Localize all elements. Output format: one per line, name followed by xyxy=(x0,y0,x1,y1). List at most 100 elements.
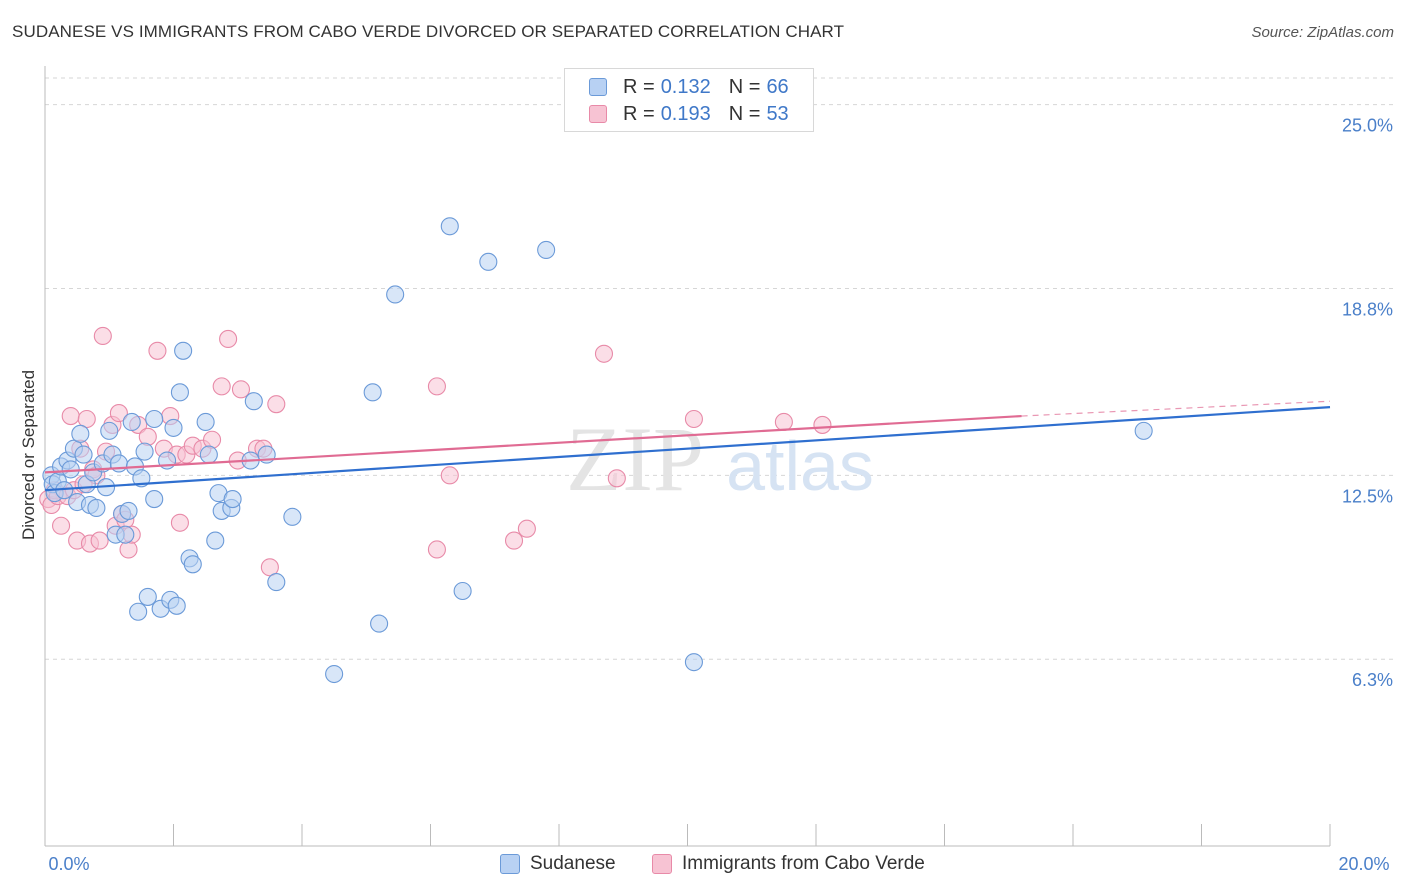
watermark-atlas: atlas xyxy=(726,427,874,505)
sudanese-point xyxy=(684,653,703,672)
sudanese-point xyxy=(1134,421,1153,440)
cabo-verde-point xyxy=(440,466,459,485)
sudanese-point xyxy=(74,445,93,464)
cabo-verde-point xyxy=(267,395,286,414)
cabo-verde-point xyxy=(774,412,793,432)
cabo-verde-point xyxy=(231,380,251,399)
sudanese-point xyxy=(135,442,154,461)
sudanese-point xyxy=(132,469,151,488)
cabo-verde-point xyxy=(517,519,536,538)
sudanese-point xyxy=(386,285,405,304)
cabo-verde-point xyxy=(219,329,238,348)
legend-swatch-pink xyxy=(589,105,607,123)
chart-title: SUDANESE VS IMMIGRANTS FROM CABO VERDE D… xyxy=(12,22,845,41)
sudanese-point xyxy=(145,490,164,509)
legend-swatch-blue xyxy=(589,78,607,96)
sudanese-point xyxy=(167,596,186,615)
watermark-zip: ZIP xyxy=(566,408,704,510)
sudanese-point xyxy=(363,383,382,402)
legend-r-value: 0.132 xyxy=(660,75,711,98)
legend-row-cabo-verde: R = 0.193 N = 53 xyxy=(589,102,789,126)
bottom-legend-swatch-blue xyxy=(500,854,520,874)
gridlines xyxy=(45,77,1395,660)
sudanese-point xyxy=(71,424,90,443)
sudanese-point xyxy=(479,252,498,271)
sudanese-point xyxy=(244,392,263,411)
cabo-verde-point xyxy=(813,415,832,434)
sudanese-point xyxy=(145,409,164,429)
watermark: ZIP atlas xyxy=(566,408,874,510)
y-tick-label: 25.0% xyxy=(1342,116,1393,136)
sudanese-point xyxy=(537,240,556,260)
cabo-verde-point xyxy=(427,540,446,559)
tick-labels: 6.3% 12.5% 18.8% 25.0% 0.0% 20.0% xyxy=(48,116,1393,874)
sudanese-point xyxy=(370,614,389,633)
cabo-verde-point xyxy=(504,531,524,550)
legend-n-value: 53 xyxy=(766,102,789,125)
sudanese-point xyxy=(267,573,286,592)
sudanese-point xyxy=(206,531,225,550)
x-tick-label: 20.0% xyxy=(1338,854,1389,874)
cabo-verde-point xyxy=(109,404,128,423)
x-tick-label: 0.0% xyxy=(48,854,89,874)
source-label: Source: ZipAtlas.com xyxy=(1251,24,1394,41)
sudanese-point xyxy=(100,421,119,440)
cabo-verde-point xyxy=(212,377,231,396)
cabo-verde-point xyxy=(607,469,626,488)
cabo-verde-point xyxy=(119,540,138,559)
bottom-legend-sudanese: Sudanese xyxy=(500,852,616,876)
cabo-verde-point xyxy=(138,427,157,446)
cabo-verde-point xyxy=(170,513,189,532)
cabo-verde-point xyxy=(93,326,112,346)
legend-n-value: 66 xyxy=(766,75,789,98)
sudanese-point xyxy=(453,581,472,601)
y-axis-title: Divorced or Separated xyxy=(19,370,38,540)
sudanese-point xyxy=(325,664,344,684)
correlation-legend: R = 0.132 N = 66 R = 0.193 N = 53 xyxy=(564,68,814,132)
cabo-verde-point xyxy=(684,409,703,429)
sudanese-point xyxy=(119,501,138,520)
trend-lines xyxy=(44,400,1331,492)
legend-r-label: R = xyxy=(623,75,655,98)
sudanese-point xyxy=(196,412,215,432)
cabo-verde-point xyxy=(61,406,80,426)
axes xyxy=(44,66,1331,847)
legend-n-label: N = xyxy=(728,102,761,125)
cabo-verde-point xyxy=(52,516,71,535)
cabo-verde-point xyxy=(594,344,614,363)
sudanese-point xyxy=(174,341,193,360)
data-points xyxy=(39,217,1153,684)
bottom-legend-swatch-pink xyxy=(652,854,672,874)
legend-row-sudanese: R = 0.132 N = 66 xyxy=(589,75,789,99)
cabo-verde-point xyxy=(90,531,109,550)
cabo-verde-trend-line xyxy=(44,414,1022,474)
y-tick-label: 6.3% xyxy=(1352,670,1393,690)
cabo-verde-point xyxy=(148,341,167,360)
sudanese-point xyxy=(170,383,189,402)
sudanese-point xyxy=(129,602,148,621)
bottom-legend-cabo-verde: Immigrants from Cabo Verde xyxy=(652,852,925,876)
sudanese-point xyxy=(183,555,202,574)
legend-n-label: N = xyxy=(728,75,761,98)
sudanese-point xyxy=(283,507,302,526)
sudanese-point xyxy=(87,498,106,518)
bottom-legend-label: Sudanese xyxy=(530,853,616,874)
sudanese-point xyxy=(199,445,218,464)
sudanese-point xyxy=(122,412,141,432)
sudanese-point xyxy=(138,587,157,606)
sudanese-point xyxy=(61,460,80,479)
legend-r-label: R = xyxy=(623,102,655,125)
sudanese-trend-line xyxy=(44,406,1331,492)
y-tick-label: 18.8% xyxy=(1342,300,1393,320)
cabo-verde-point xyxy=(203,430,222,449)
sudanese-point xyxy=(164,418,183,437)
cabo-verde-point xyxy=(427,377,446,396)
bottom-legend-label: Immigrants from Cabo Verde xyxy=(682,853,925,874)
y-tick-label: 12.5% xyxy=(1342,486,1393,506)
sudanese-point xyxy=(223,490,242,509)
sudanese-point xyxy=(440,217,459,236)
cabo-verde-trend-extension xyxy=(1021,400,1331,417)
sudanese-point xyxy=(116,525,135,544)
legend-r-value: 0.193 xyxy=(660,102,711,125)
